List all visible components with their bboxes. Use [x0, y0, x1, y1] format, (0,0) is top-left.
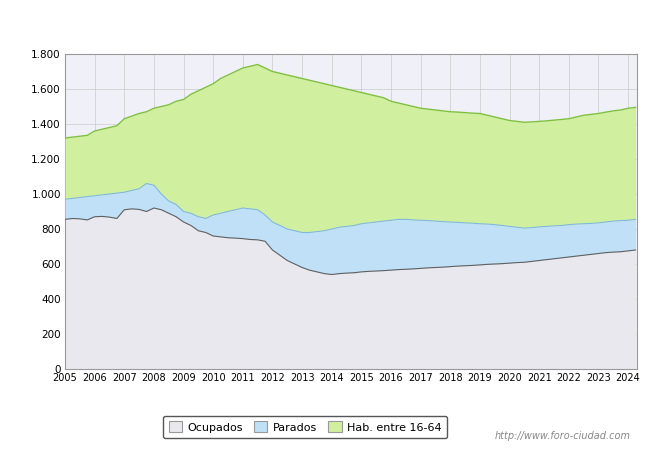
Text: Fines - Evolucion de la poblacion en edad de Trabajar Mayo de 2024: Fines - Evolucion de la poblacion en eda… — [61, 14, 589, 27]
Text: http://www.foro-ciudad.com: http://www.foro-ciudad.com — [495, 431, 630, 441]
Legend: Ocupados, Parados, Hab. entre 16-64: Ocupados, Parados, Hab. entre 16-64 — [163, 415, 447, 438]
